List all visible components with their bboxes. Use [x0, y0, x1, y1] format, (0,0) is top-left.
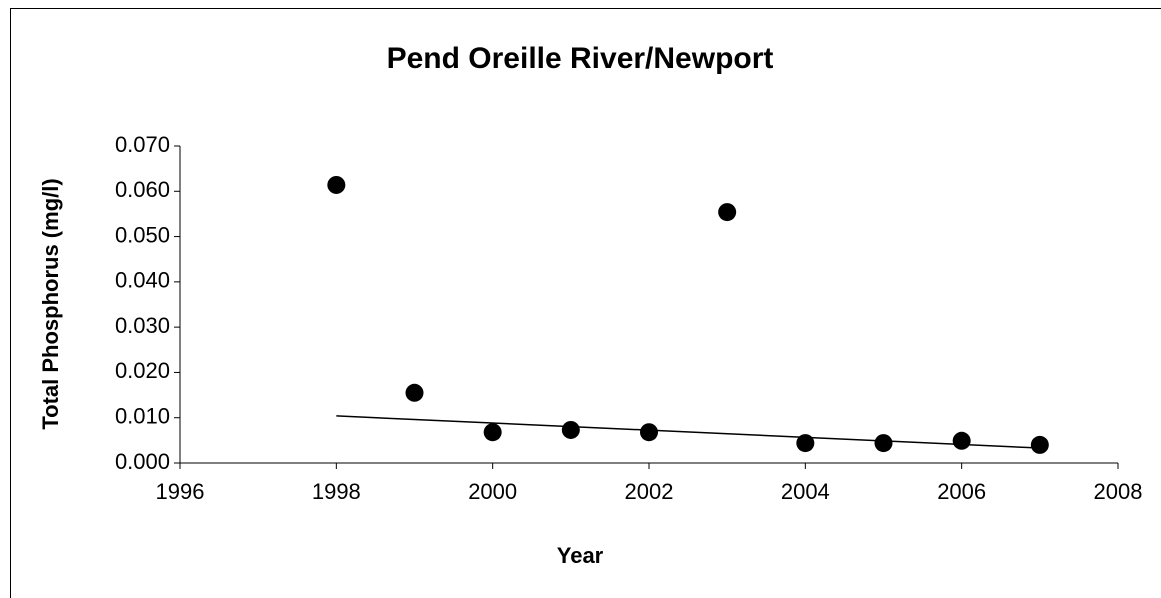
data-point — [327, 175, 346, 194]
x-axis-label: Year — [557, 543, 604, 568]
y-tick-label: 0.010 — [115, 404, 170, 429]
y-tick-label: 0.070 — [115, 132, 170, 157]
data-point — [483, 423, 502, 442]
y-tick-label: 0.050 — [115, 222, 170, 247]
trendline — [336, 415, 1040, 449]
data-point — [561, 420, 580, 439]
chart-frame — [10, 8, 1161, 598]
data-point — [1030, 435, 1049, 454]
x-tick-label: 2002 — [625, 479, 674, 504]
data-point — [718, 203, 737, 222]
y-tick-label: 0.030 — [115, 313, 170, 338]
x-tick-label: 2006 — [937, 479, 986, 504]
y-tick-label: 0.060 — [115, 177, 170, 202]
chart-title: Pend Oreille River/Newport — [387, 42, 774, 75]
data-point — [405, 383, 424, 402]
y-axis-label: Total Phosphorus (mg/l) — [38, 178, 63, 429]
x-tick-label: 2008 — [1094, 479, 1143, 504]
data-point — [796, 434, 815, 453]
data-point — [952, 431, 971, 450]
data-point — [640, 423, 658, 442]
y-tick-label: 0.000 — [115, 449, 170, 474]
x-tick-label: 1998 — [312, 479, 361, 504]
y-tick-label: 0.020 — [115, 358, 170, 383]
x-tick-label: 1996 — [156, 479, 205, 504]
x-tick-label: 2000 — [468, 479, 517, 504]
data-point — [874, 434, 893, 453]
y-tick-label: 0.040 — [115, 268, 170, 293]
x-tick-label: 2004 — [781, 479, 830, 504]
